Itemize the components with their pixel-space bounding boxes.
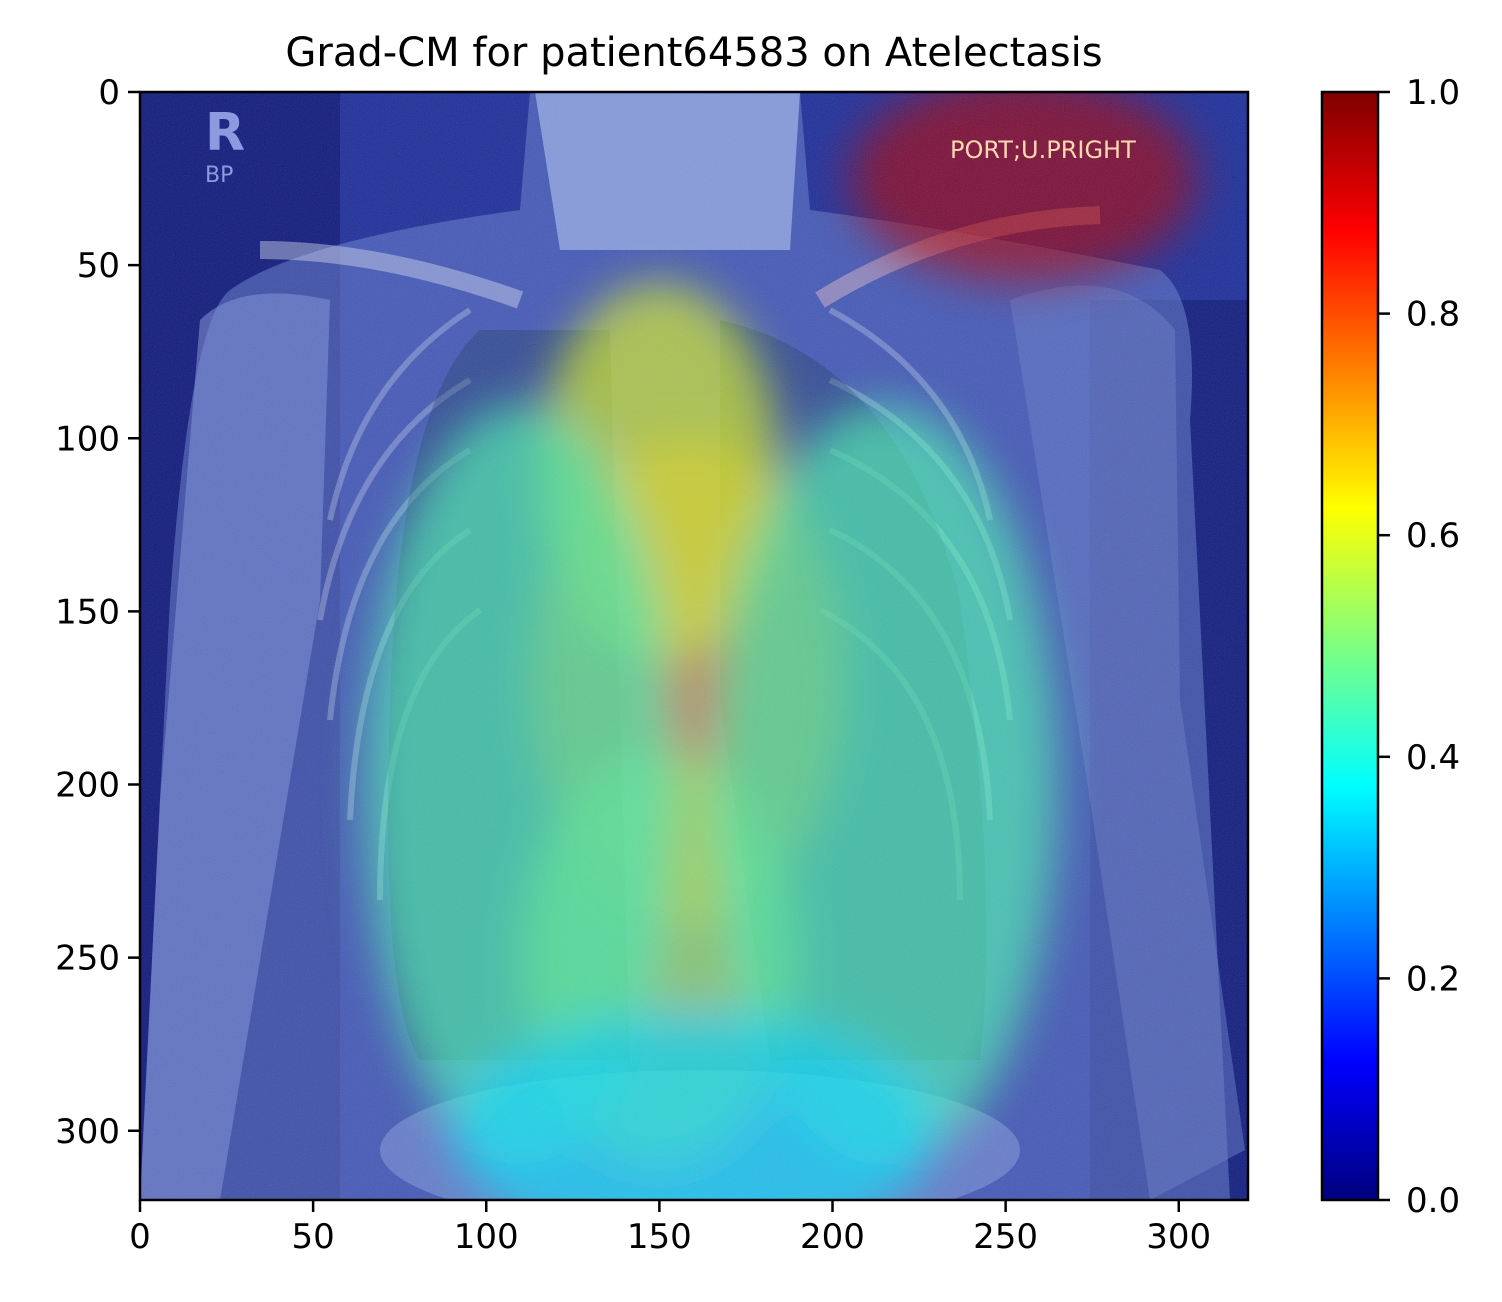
chart-title: Grad-CM for patient64583 on Atelectasis (285, 30, 1102, 76)
xray-marker-bp: BP (205, 163, 233, 188)
y-tick-label: 50 (77, 246, 120, 286)
x-tick-label: 150 (627, 1217, 692, 1257)
y-tick-label: 100 (55, 419, 120, 459)
plot-frame (138, 90, 1250, 1202)
xray-marker-port: PORT;U.PRIGHT (950, 136, 1136, 164)
y-tick-label: 0 (98, 73, 120, 113)
y-tick-label: 300 (55, 1112, 120, 1152)
colorbar-tick-label: 1.0 (1406, 73, 1460, 113)
y-tick-label: 150 (55, 592, 120, 632)
xray-marker-r: R (205, 103, 245, 163)
x-tick-label: 0 (129, 1217, 151, 1257)
colorbar (1320, 90, 1380, 1202)
x-tick-label: 250 (973, 1217, 1038, 1257)
colorbar-axis: 0.0 0.2 0.4 0.6 0.8 1.0 (1378, 73, 1460, 1221)
x-tick-label: 200 (800, 1217, 865, 1257)
xray-texture (140, 92, 1248, 1200)
y-axis: 0 50 100 150 200 250 300 (55, 73, 140, 1152)
colorbar-tick-label: 0.8 (1406, 295, 1460, 335)
x-tick-label: 100 (454, 1217, 519, 1257)
x-axis: 0 50 100 150 200 250 300 (129, 1200, 1211, 1257)
x-tick-label: 50 (291, 1217, 334, 1257)
colorbar-tick-label: 0.4 (1406, 738, 1460, 778)
y-tick-label: 250 (55, 939, 120, 979)
plot-area: R BP PORT;U.PRIGHT (140, 92, 1248, 1200)
colorbar-tick-label: 0.6 (1406, 516, 1460, 556)
colorbar-tick-label: 0.0 (1406, 1181, 1460, 1221)
y-tick-label: 200 (55, 766, 120, 806)
x-tick-label: 300 (1146, 1217, 1211, 1257)
colorbar-tick-label: 0.2 (1406, 959, 1460, 999)
